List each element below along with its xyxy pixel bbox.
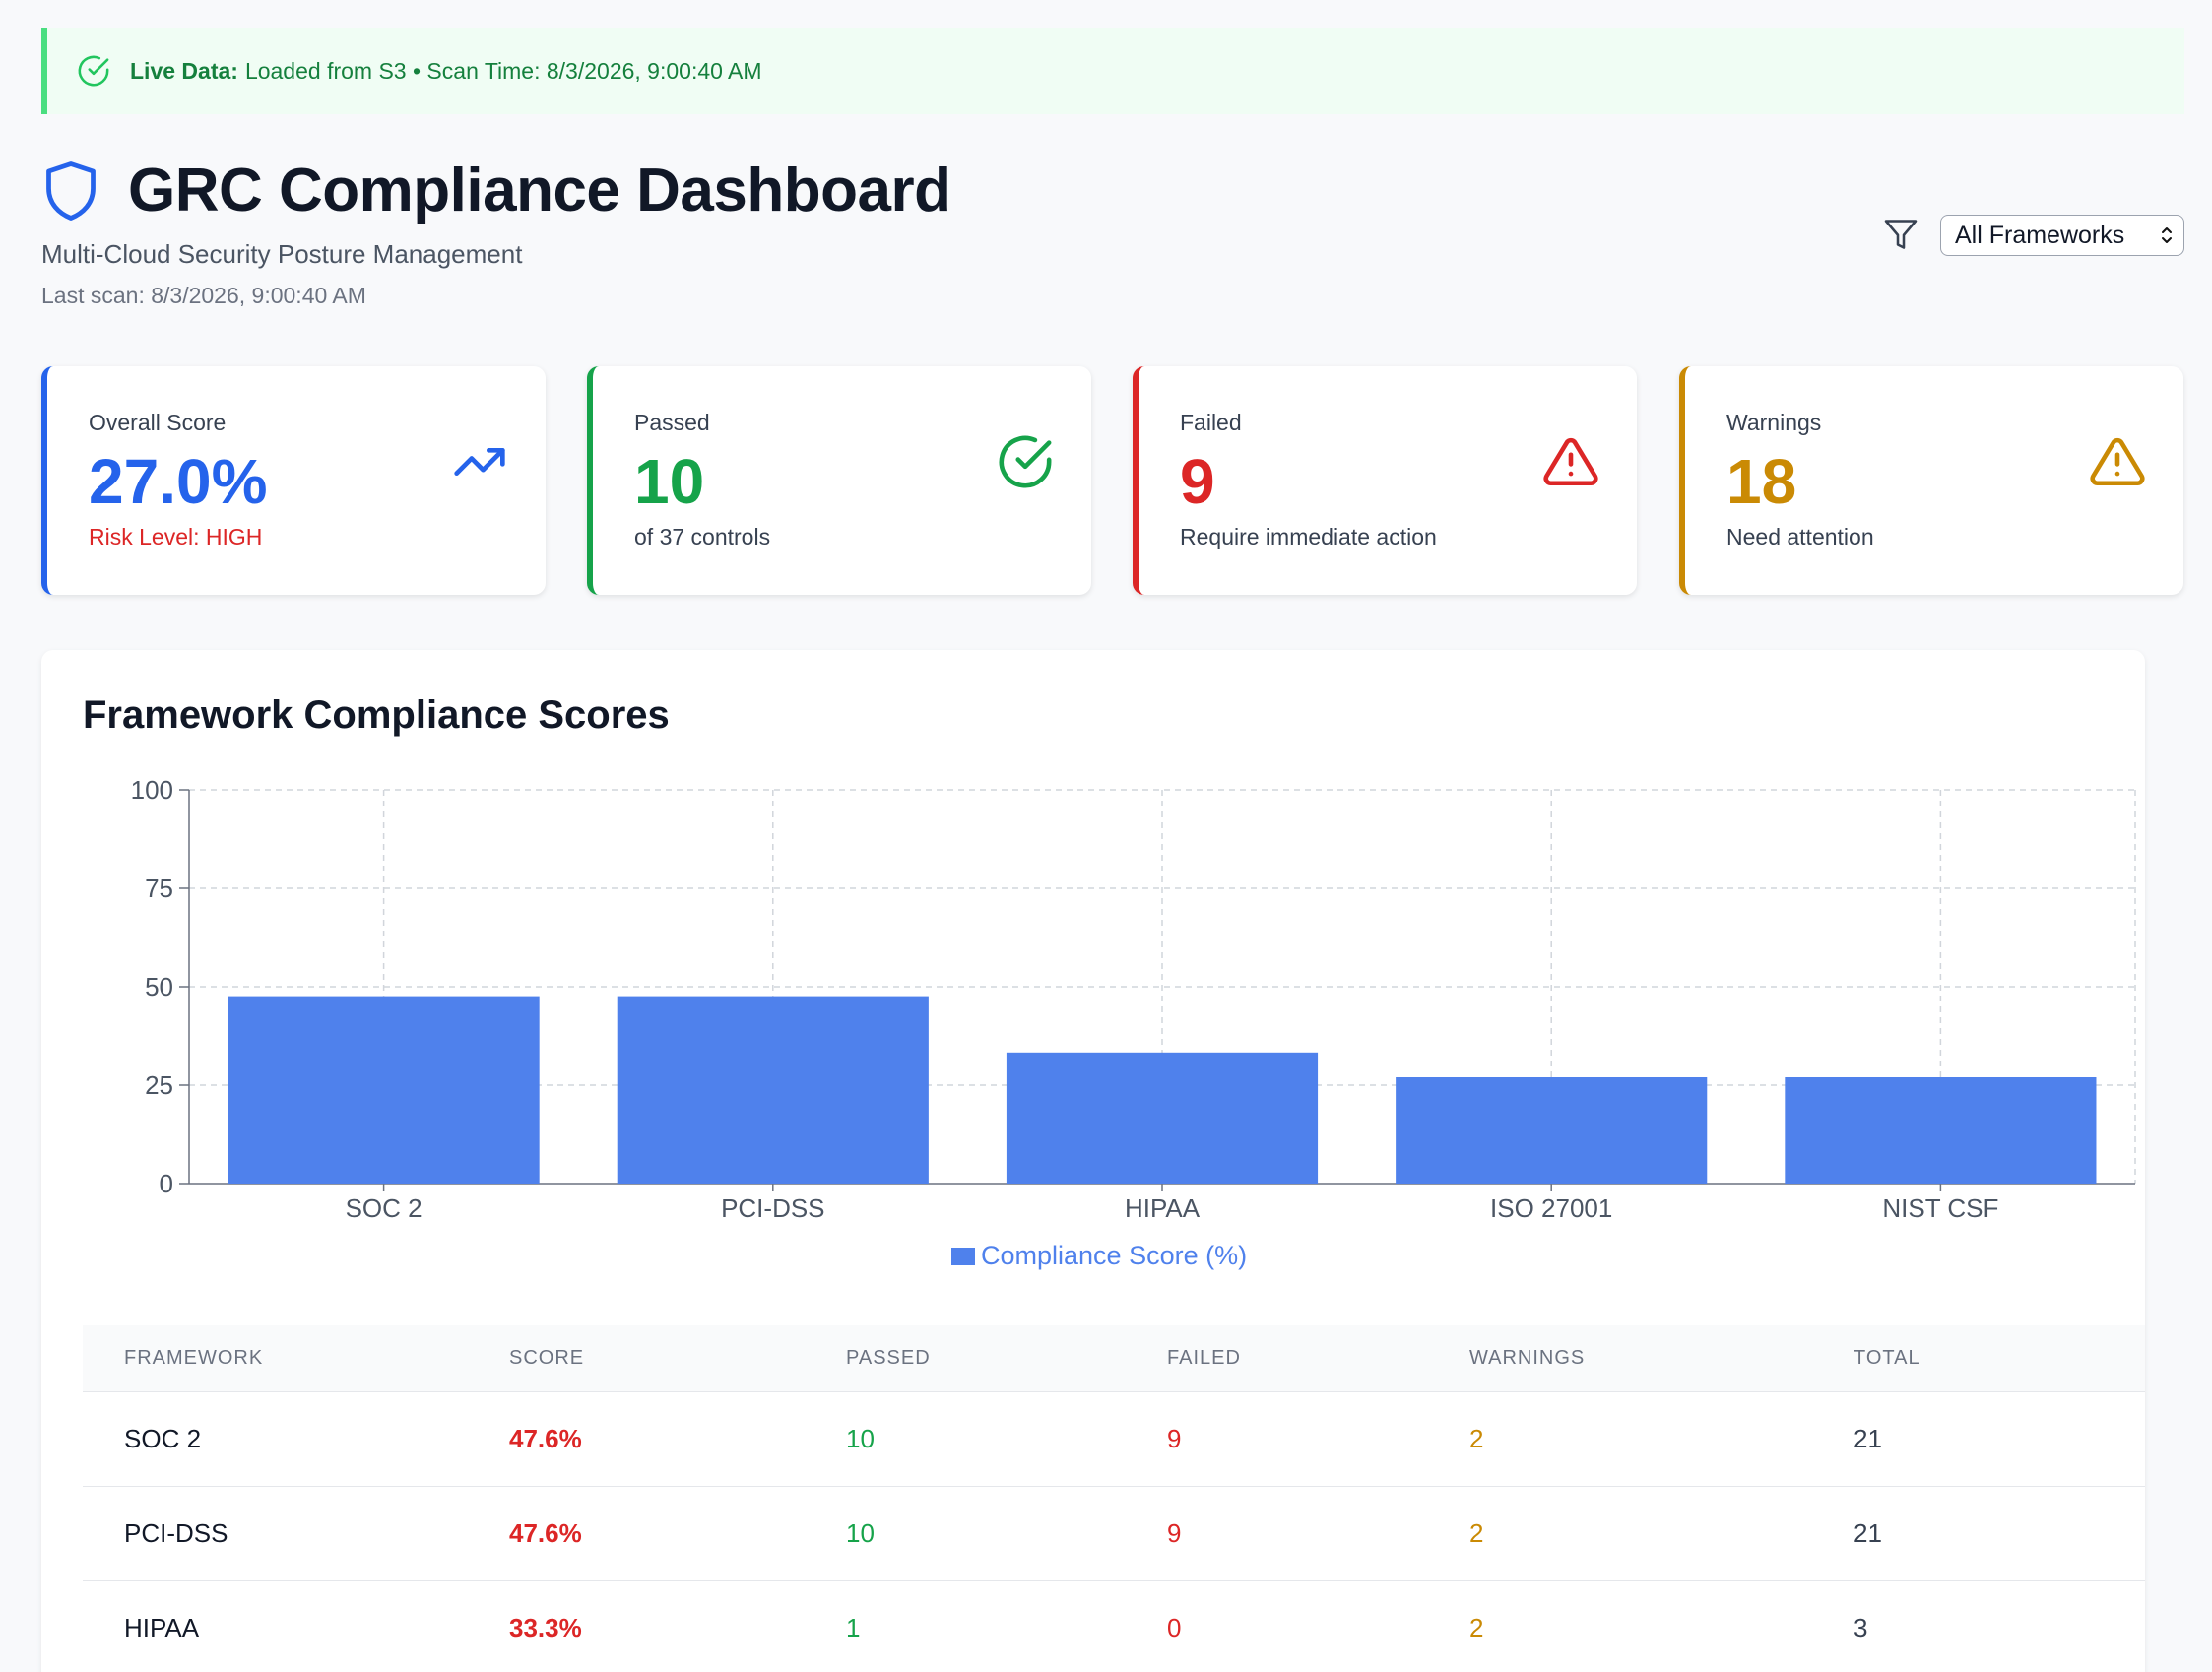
y-tick-label: 100 xyxy=(131,775,173,804)
cell-framework: SOC 2 xyxy=(124,1424,202,1453)
cell-total: 3 xyxy=(1854,1613,1868,1642)
compliance-bar-chart: 0 25 50 75 100 SOC 2 PCI-DSS HIPAA ISO 27001 NIST… xyxy=(131,775,2136,1270)
x-tick-label: SOC 2 xyxy=(346,1193,423,1223)
filter-icon xyxy=(1883,217,1919,252)
check-circle-icon xyxy=(77,54,110,88)
cell-framework: HIPAA xyxy=(124,1613,200,1642)
cell-failed: 9 xyxy=(1167,1424,1182,1453)
live-data-banner: Live Data: Loaded from S3 • Scan Time: 8… xyxy=(41,28,2184,114)
risk-level-text: Risk Level: HIGH xyxy=(89,524,263,549)
bar-pci-dss xyxy=(617,996,929,1184)
card-label: Failed xyxy=(1180,410,1242,435)
cell-warnings: 2 xyxy=(1469,1613,1484,1642)
page-header: GRC Compliance Dashboard xyxy=(41,156,951,225)
check-circle-icon xyxy=(997,433,1054,490)
cell-score: 47.6% xyxy=(509,1518,582,1548)
th-score: Score xyxy=(509,1347,585,1369)
legend-swatch xyxy=(951,1248,975,1265)
failed-card: Failed 9 Require immediate action xyxy=(1133,366,1637,595)
trending-up-icon xyxy=(451,433,508,490)
overall-score-card: Overall Score 27.0% Risk Level: HIGH xyxy=(41,366,546,595)
cell-score: 33.3% xyxy=(509,1613,582,1642)
table-row[interactable]: SOC 2 47.6% 10 9 2 21 xyxy=(83,1392,2145,1487)
cell-total: 21 xyxy=(1854,1424,1882,1453)
cell-passed: 10 xyxy=(846,1518,875,1548)
framework-select[interactable]: All Frameworks xyxy=(1940,215,2184,256)
y-tick-label: 0 xyxy=(160,1169,173,1198)
page-subtitle: Multi-Cloud Security Posture Management xyxy=(41,239,523,269)
x-tick-label: ISO 27001 xyxy=(1490,1193,1612,1223)
cell-framework: PCI-DSS xyxy=(124,1518,228,1548)
failed-value: 9 xyxy=(1180,446,1215,517)
cell-failed: 0 xyxy=(1167,1613,1182,1642)
y-tick-label: 75 xyxy=(145,873,173,903)
warnings-card: Warnings 18 Need attention xyxy=(1679,366,2183,595)
th-framework: Framework xyxy=(124,1347,264,1369)
bar-nist-csf xyxy=(1785,1077,2097,1184)
page-title: GRC Compliance Dashboard xyxy=(128,157,951,225)
overall-score-value: 27.0% xyxy=(89,446,268,517)
card-label: Passed xyxy=(634,410,710,435)
bar-iso-27001 xyxy=(1396,1077,1708,1184)
bar-hipaa xyxy=(1006,1052,1319,1184)
passed-sub: of 37 controls xyxy=(634,524,771,549)
passed-card: Passed 10 of 37 controls xyxy=(587,366,1091,595)
framework-table: Framework Score Passed Failed Warnings T… xyxy=(83,1325,2145,1672)
alert-triangle-icon xyxy=(1542,433,1599,490)
table-header: Framework Score Passed Failed Warnings T… xyxy=(83,1325,2145,1392)
cell-passed: 10 xyxy=(846,1424,875,1453)
th-warnings: Warnings xyxy=(1469,1347,1586,1369)
th-failed: Failed xyxy=(1167,1347,1241,1369)
y-tick-label: 50 xyxy=(145,972,173,1001)
legend-label: Compliance Score (%) xyxy=(981,1241,1247,1270)
cell-warnings: 2 xyxy=(1469,1424,1484,1453)
cell-passed: 1 xyxy=(846,1613,861,1642)
banner-label: Live Data: xyxy=(130,57,238,84)
x-tick-label: NIST CSF xyxy=(1882,1193,1998,1223)
warnings-value: 18 xyxy=(1726,446,1797,517)
th-total: Total xyxy=(1854,1347,1920,1369)
bar-soc-2 xyxy=(228,996,540,1184)
cell-warnings: 2 xyxy=(1469,1518,1484,1548)
card-label: Warnings xyxy=(1726,410,1822,435)
passed-value: 10 xyxy=(634,446,705,517)
x-tick-label: HIPAA xyxy=(1125,1193,1201,1223)
cell-total: 21 xyxy=(1854,1518,1882,1548)
cell-score: 47.6% xyxy=(509,1424,582,1453)
th-passed: Passed xyxy=(846,1347,931,1369)
framework-select-value: All Frameworks xyxy=(1955,221,2125,249)
panel-title: Framework Compliance Scores xyxy=(83,693,670,737)
y-tick-label: 25 xyxy=(145,1070,173,1100)
banner-text: Loaded from S3 • Scan Time: 8/3/2026, 9:… xyxy=(244,57,762,84)
warnings-sub: Need attention xyxy=(1726,524,1874,549)
table-row[interactable]: HIPAA 33.3% 1 0 2 3 xyxy=(83,1581,2145,1672)
cell-failed: 9 xyxy=(1167,1518,1182,1548)
shield-icon xyxy=(41,159,100,224)
alert-triangle-icon xyxy=(2089,433,2146,490)
last-scan-text: Last scan: 8/3/2026, 9:00:40 AM xyxy=(41,283,366,308)
table-row[interactable]: PCI-DSS 47.6% 10 9 2 21 xyxy=(83,1487,2145,1581)
x-tick-label: PCI-DSS xyxy=(721,1193,824,1223)
failed-sub: Require immediate action xyxy=(1180,524,1437,549)
chevron-up-down-icon xyxy=(2160,225,2174,246)
framework-scores-panel: Framework Compliance Scores 0 25 50 75 100 SO… xyxy=(41,650,2145,1672)
card-label: Overall Score xyxy=(89,410,227,435)
